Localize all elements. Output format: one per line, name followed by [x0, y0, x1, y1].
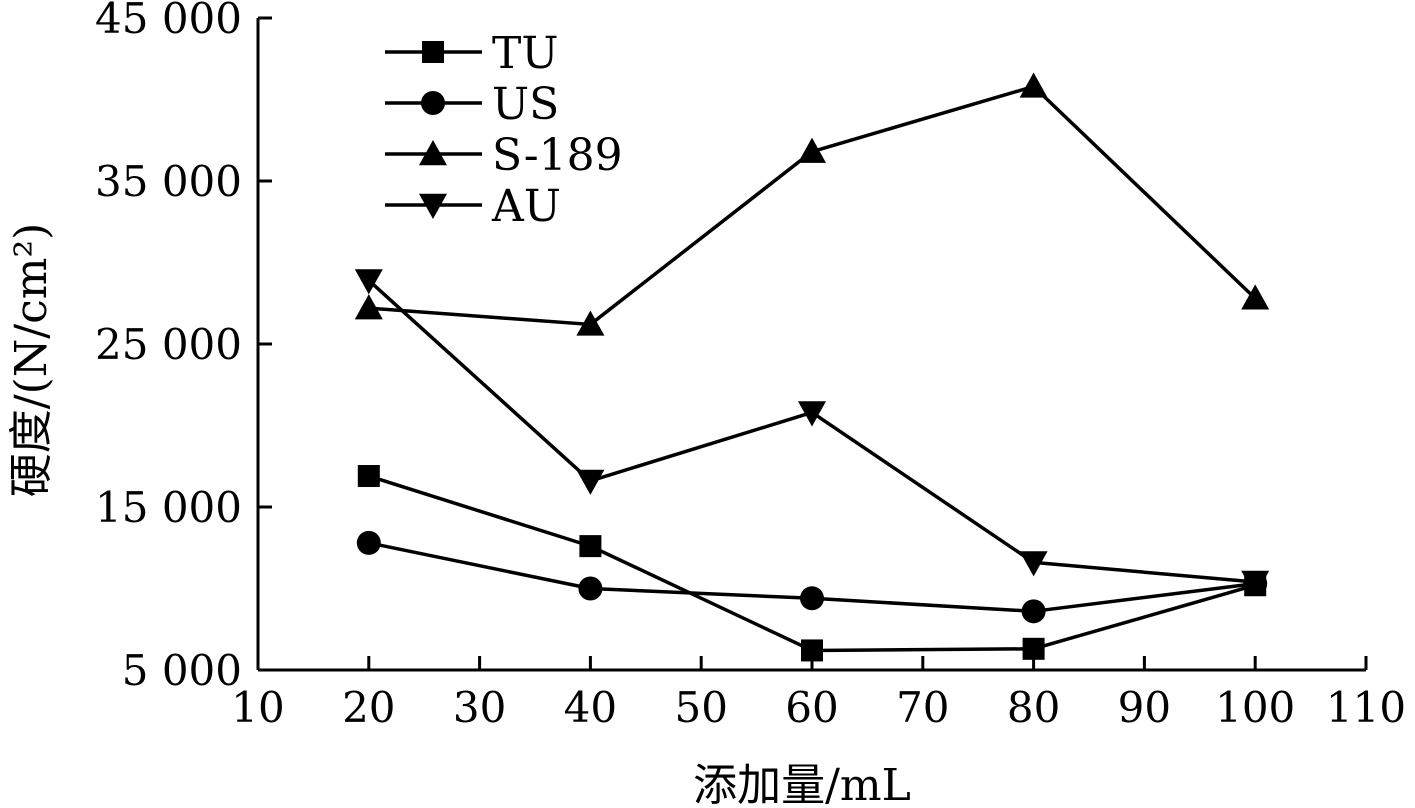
- series-au: [354, 269, 1270, 596]
- y-tick-label: 15 000: [95, 483, 242, 532]
- data-point-au: [1241, 570, 1270, 596]
- axes: [256, 18, 1366, 672]
- legend-entry-tu: TU: [385, 28, 558, 79]
- x-tick-label: 100: [1215, 683, 1295, 732]
- data-point-s-189: [1019, 72, 1048, 98]
- data-point-tu: [579, 535, 602, 558]
- legend-label: S-189: [492, 130, 623, 181]
- data-point-au: [798, 401, 826, 427]
- y-tick-label: 5 000: [122, 646, 242, 695]
- data-point-au: [1019, 551, 1048, 577]
- series-us: [356, 530, 1268, 624]
- legend-label: US: [492, 79, 559, 130]
- series-s-189: [354, 72, 1270, 336]
- series-layer: [354, 72, 1270, 662]
- legend-marker: [421, 91, 445, 115]
- y-ticks: 5 000 15 000 25 000 35 000 45 000: [95, 0, 272, 695]
- y-tick-label: 25 000: [95, 320, 242, 369]
- series-line-tu: [368, 474, 1256, 653]
- data-point-us: [800, 586, 824, 611]
- x-tick-label: 10: [231, 683, 284, 732]
- y-axis-title: 硬度/(N/cm²): [6, 223, 57, 497]
- data-point-s-189: [576, 310, 605, 336]
- y-tick-label: 45 000: [95, 0, 242, 43]
- data-point-tu: [1022, 637, 1045, 660]
- legend-label: AU: [491, 181, 561, 232]
- x-tick-label: 80: [1007, 683, 1060, 732]
- legend-marker: [419, 140, 447, 166]
- data-point-au: [576, 469, 605, 495]
- x-tick-label: 50: [674, 683, 727, 732]
- data-point-s-189: [798, 137, 826, 163]
- legend-entry-us: US: [385, 79, 559, 130]
- x-axis-title: 添加量/mL: [693, 760, 911, 808]
- x-tick-label: 40: [564, 683, 617, 732]
- x-tick-label: 60: [785, 683, 838, 732]
- data-point-s-189: [354, 294, 383, 320]
- x-tick-label: 20: [342, 683, 395, 732]
- x-tick-label: 90: [1118, 683, 1171, 732]
- series-line-au: [367, 279, 1256, 584]
- legend-entry-au: AU: [385, 181, 561, 232]
- legend-entry-s-189: S-189: [385, 130, 623, 181]
- y-tick-label: 35 000: [95, 157, 242, 206]
- data-point-s-189: [1241, 284, 1270, 310]
- data-point-us: [578, 576, 603, 601]
- legend-label: TU: [492, 28, 558, 79]
- series-tu: [357, 465, 1267, 662]
- data-point-us: [356, 530, 381, 555]
- data-point-us: [1021, 599, 1046, 624]
- data-point-tu: [357, 465, 380, 488]
- x-ticks: 10 20 30 40 50 60 70 80 90 100 110: [231, 656, 1406, 732]
- x-tick-label: 110: [1326, 683, 1406, 732]
- x-tick-label: 70: [896, 683, 949, 732]
- legend-marker: [422, 41, 444, 63]
- data-point-tu: [801, 639, 823, 662]
- legend-marker: [419, 193, 447, 219]
- data-point-au: [354, 269, 383, 295]
- x-tick-label: 30: [453, 683, 506, 732]
